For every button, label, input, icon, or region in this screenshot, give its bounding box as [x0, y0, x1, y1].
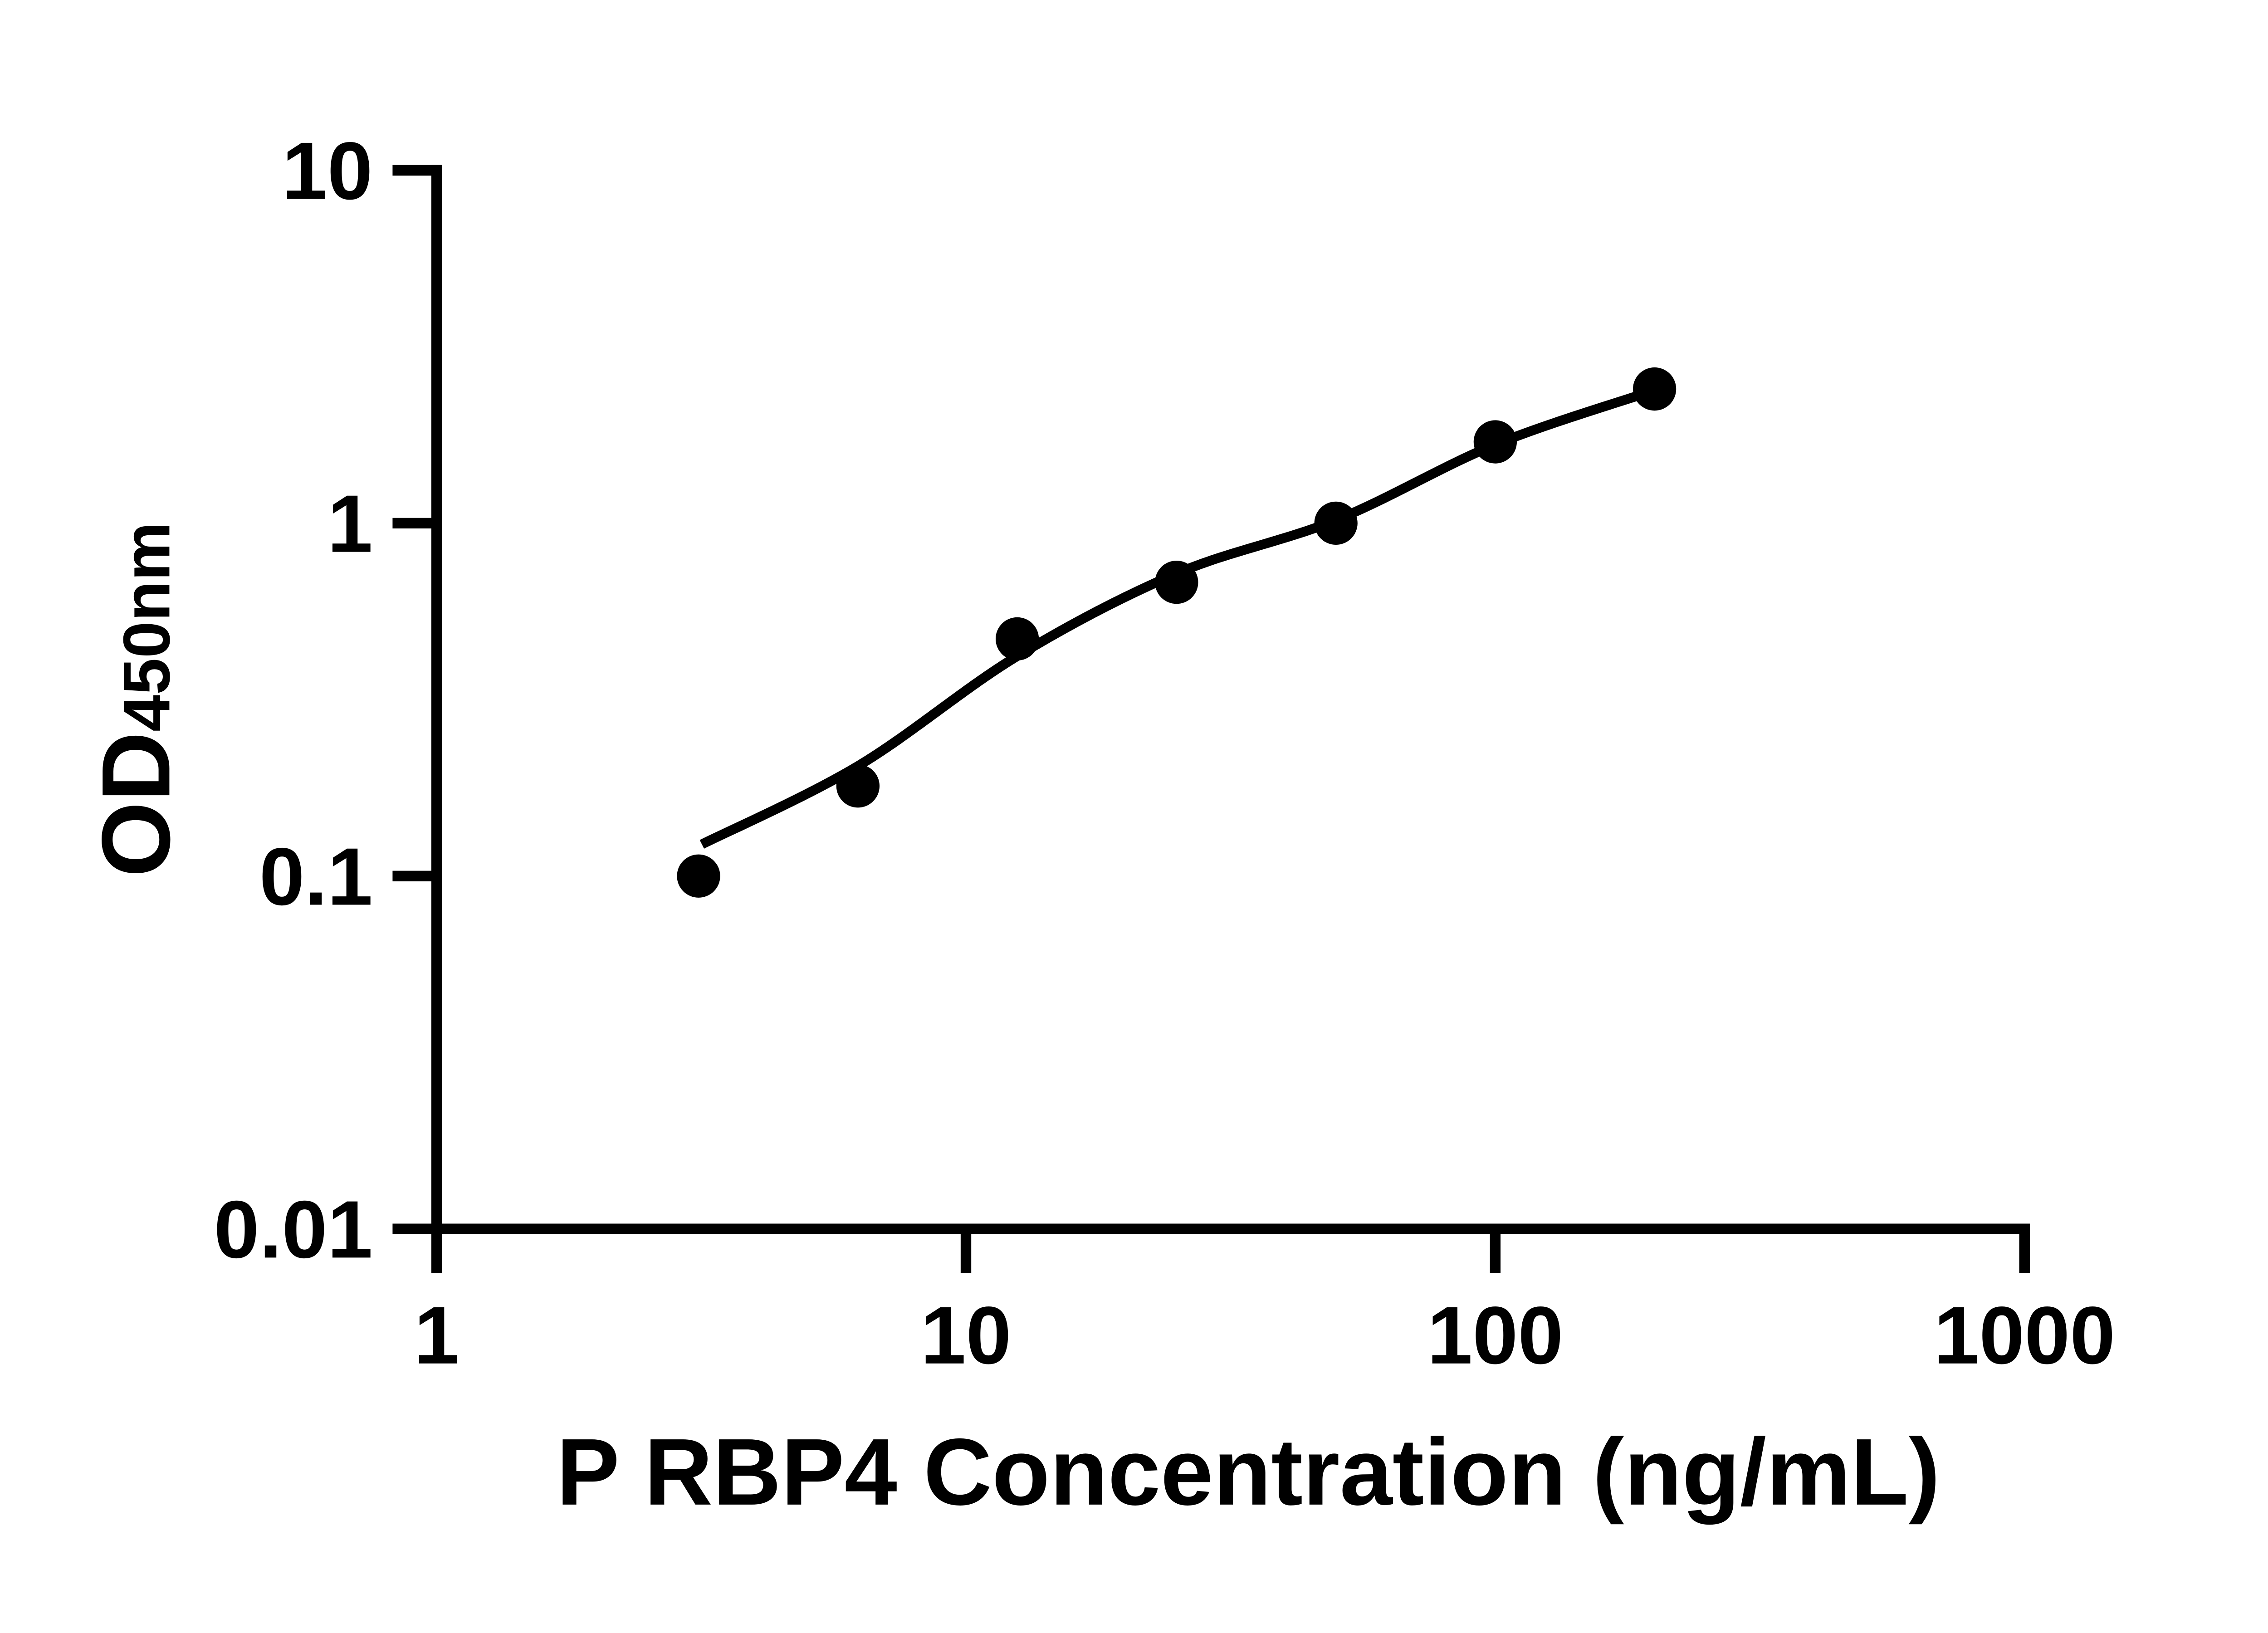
x-ticks [431, 1229, 2030, 1273]
x-tick-labels: 1 10 100 1000 [414, 1290, 2116, 1381]
data-point-marker [1473, 420, 1517, 464]
data-point-marker [677, 854, 720, 898]
data-point-marker [1155, 561, 1198, 604]
data-point-marker [1314, 501, 1358, 545]
data-points [677, 367, 1677, 898]
y-tick-label: 1 [327, 479, 373, 570]
x-tick-label: 1000 [1934, 1290, 2115, 1381]
y-tick-label: 0.01 [214, 1184, 373, 1275]
y-axis-title: OD450nm [82, 522, 190, 877]
x-tick-label: 1 [414, 1290, 459, 1381]
data-point-marker [1633, 367, 1677, 411]
data-point-marker [995, 617, 1039, 661]
x-axis-title: P RBP4 Concentration (ng/mL) [557, 1419, 1941, 1525]
y-tick-labels: 10 1 0.1 0.01 [214, 126, 373, 1276]
y-tick-label: 10 [282, 126, 373, 217]
plot-area: 10 1 0.1 0.01 1 10 100 1000 [214, 126, 2116, 1381]
y-axis-title-subscript: 450nm [109, 522, 183, 732]
x-tick-label: 10 [920, 1290, 1011, 1381]
x-tick-label: 100 [1427, 1290, 1563, 1381]
y-axis-title-main: OD [82, 732, 190, 877]
data-point-marker [836, 764, 880, 808]
y-tick-label: 0.1 [259, 831, 373, 922]
